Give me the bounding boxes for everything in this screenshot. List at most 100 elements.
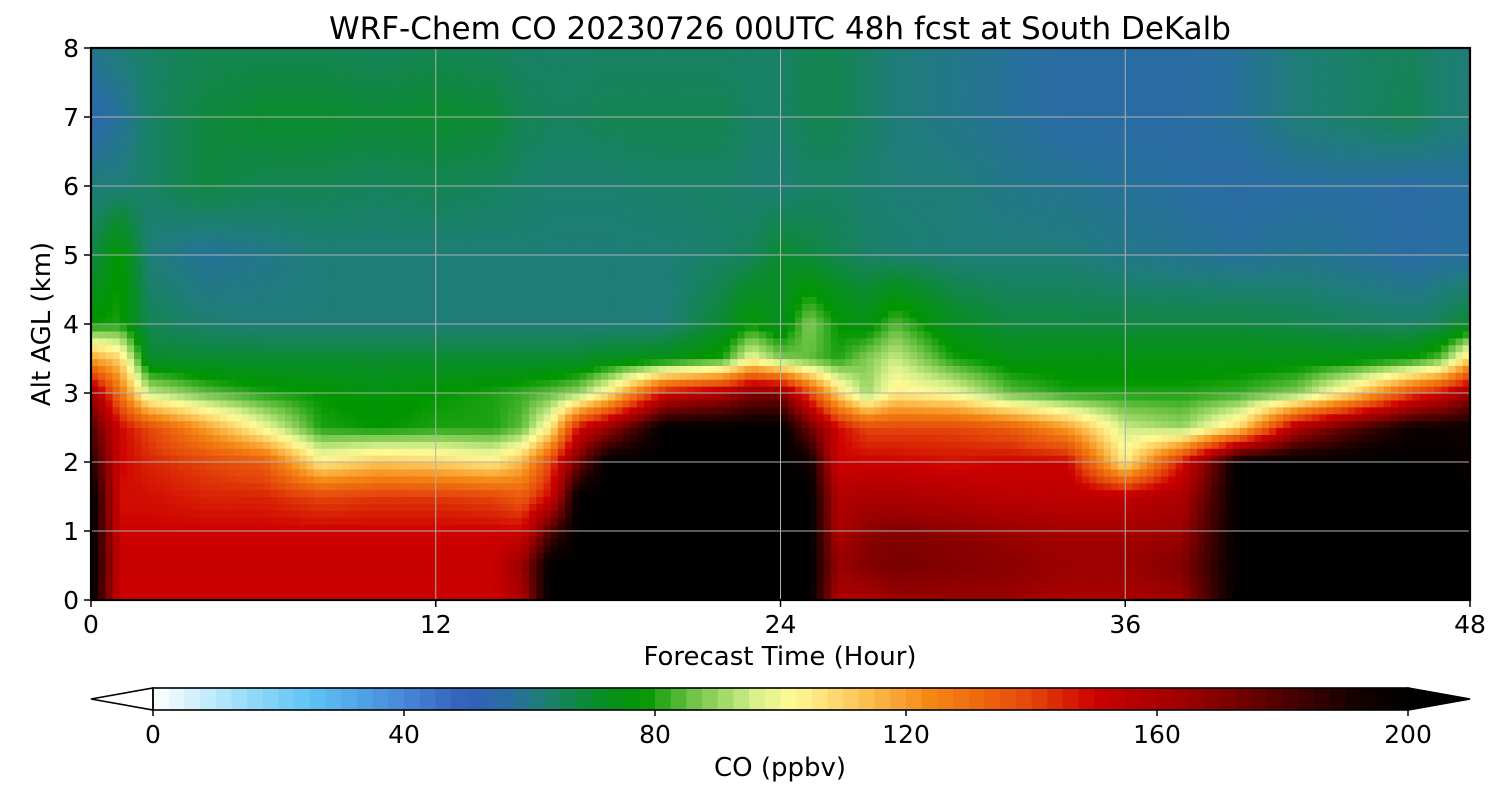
contour-cell — [414, 372, 422, 380]
contour-cell — [407, 75, 415, 84]
contour-cell — [478, 324, 487, 332]
contour-cell — [356, 517, 365, 525]
contour-cell — [428, 96, 437, 104]
contour-cell — [306, 206, 315, 215]
contour-cell — [507, 427, 516, 435]
contour-cell — [335, 303, 343, 311]
contour-cell — [407, 96, 415, 104]
contour-cell — [134, 558, 142, 567]
contour-cell — [450, 344, 458, 353]
contour-cell — [371, 537, 379, 546]
contour-cell — [213, 165, 221, 173]
contour-cell — [263, 110, 272, 118]
contour-cell — [177, 337, 185, 346]
contour-cell — [91, 344, 99, 353]
contour-cell — [399, 172, 408, 180]
contour-cell — [464, 275, 473, 284]
contour-cell — [292, 489, 300, 498]
contour-cell — [241, 510, 250, 518]
contour-cell — [256, 572, 264, 580]
contour-cell — [407, 427, 415, 435]
contour-cell — [356, 137, 365, 146]
contour-cell — [263, 379, 272, 387]
contour-cell — [356, 220, 365, 228]
contour-cell — [536, 358, 545, 366]
contour-cell — [335, 330, 343, 339]
contour-cell — [162, 144, 171, 153]
contour-cell — [371, 386, 379, 394]
contour-cell — [249, 303, 257, 311]
contour-cell — [342, 172, 351, 180]
contour-cell — [442, 551, 451, 560]
contour-cell — [256, 261, 264, 270]
contour-cell — [356, 172, 365, 180]
contour-cell — [241, 289, 250, 297]
contour-cell — [263, 310, 272, 318]
contour-cell — [450, 61, 458, 70]
contour-cell — [213, 510, 221, 518]
contour-cell — [292, 365, 300, 373]
contour-cell — [521, 303, 530, 311]
contour-cell — [399, 192, 408, 201]
contour-cell — [493, 310, 501, 318]
contour-cell — [141, 213, 150, 222]
contour-cell — [521, 448, 530, 456]
contour-cell — [277, 462, 286, 470]
contour-cell — [500, 579, 509, 587]
contour-cell — [249, 448, 257, 456]
contour-cell — [507, 379, 516, 387]
contour-cell — [349, 248, 358, 256]
contour-cell — [507, 310, 516, 318]
contour-cell — [514, 441, 523, 449]
contour-cell — [105, 544, 114, 553]
contour-cell — [191, 496, 200, 504]
contour-cell — [155, 130, 164, 139]
contour-cell — [328, 551, 336, 560]
contour-cell — [256, 344, 264, 353]
contour-cell — [464, 151, 473, 159]
contour-cell — [148, 151, 157, 159]
contour-cell — [385, 289, 394, 297]
contour-cell — [385, 227, 394, 235]
contour-cell — [220, 248, 229, 256]
contour-cell — [299, 475, 308, 484]
contour-cell — [385, 344, 394, 353]
contour-cell — [249, 455, 257, 463]
contour-cell — [493, 165, 501, 173]
contour-cell — [421, 344, 430, 353]
contour-cell — [126, 317, 135, 325]
contour-cell — [313, 186, 322, 194]
contour-cell — [514, 68, 523, 77]
contour-cell — [493, 75, 501, 84]
contour-cell — [536, 489, 545, 498]
contour-cell — [450, 406, 458, 415]
contour-cell — [91, 365, 99, 373]
contour-cell — [249, 255, 257, 263]
contour-cell — [457, 544, 466, 553]
contour-cell — [486, 524, 494, 532]
contour-cell — [112, 579, 121, 587]
contour-cell — [328, 289, 336, 297]
contour-cell — [392, 234, 401, 242]
contour-cell — [119, 117, 128, 125]
contour-cell — [91, 54, 99, 63]
contour-cell — [342, 151, 351, 159]
contour-cell — [378, 213, 387, 222]
contour-cell — [105, 393, 114, 401]
contour-cell — [234, 117, 243, 125]
contour-cell — [234, 365, 243, 373]
contour-cell — [241, 462, 250, 470]
contour-cell — [234, 275, 243, 284]
contour-cell — [421, 241, 430, 249]
contour-cell — [471, 137, 480, 146]
contour-cell — [478, 282, 487, 291]
contour-cell — [514, 48, 523, 56]
contour-cell — [478, 241, 487, 249]
contour-cell — [277, 482, 286, 491]
contour-cell — [450, 427, 458, 435]
contour-cell — [399, 330, 408, 339]
contour-cell — [170, 579, 178, 587]
contour-cell — [342, 517, 351, 525]
contour-cell — [184, 351, 193, 360]
contour-cell — [392, 137, 401, 146]
